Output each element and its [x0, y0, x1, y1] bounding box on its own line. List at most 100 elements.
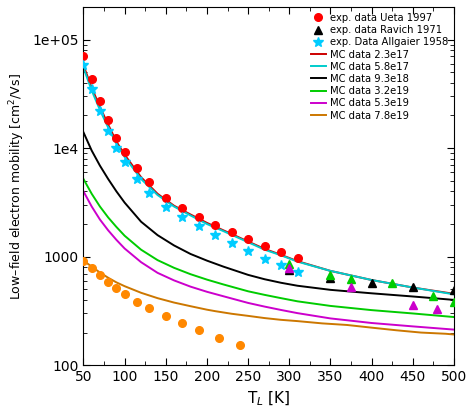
- exp. data Ravich 1971: [328, 276, 333, 281]
- exp. Data Allgaier 1958: [196, 224, 201, 229]
- exp. data Ravich 1971: [286, 267, 292, 272]
- MC data 5.8e17: [97, 107, 103, 112]
- MC data 2.3e17: [155, 191, 160, 196]
- MC data 5.8e17: [295, 259, 301, 264]
- MC data 5.8e17: [262, 247, 267, 252]
- MC data 5.3e19: [410, 324, 416, 329]
- exp. Data Allgaier 1958: [134, 176, 140, 181]
- Legend: exp. data Ueta 1997, exp. data Ravich 1971, exp. Data Allgaier 1958, MC data 2.3: exp. data Ueta 1997, exp. data Ravich 19…: [308, 10, 451, 124]
- MC data 9.3e18: [220, 264, 226, 269]
- MC data 7.8e19: [188, 304, 193, 309]
- exp. Data Allgaier 1958: [114, 146, 119, 151]
- MC data 7.8e19: [97, 270, 103, 275]
- MC data 2.3e17: [114, 139, 119, 144]
- MC data 9.3e18: [328, 287, 333, 292]
- MC data 5.3e19: [122, 246, 128, 251]
- exp. data Ravich 1971: [410, 284, 416, 289]
- MC data 2.3e17: [295, 259, 301, 264]
- exp. data Ueta 1997: [278, 250, 284, 255]
- MC data 3.2e19: [81, 176, 86, 181]
- MC data 2.3e17: [245, 239, 251, 244]
- MC data 2.3e17: [89, 85, 94, 90]
- MC data 3.2e19: [105, 215, 111, 220]
- MC data 3.2e19: [188, 272, 193, 277]
- MC data 5.3e19: [155, 270, 160, 275]
- exp. data Ueta 1997: [295, 256, 301, 261]
- MC data 3.2e19: [328, 303, 333, 308]
- MC data 5.8e17: [81, 65, 86, 70]
- MC data 5.3e19: [245, 300, 251, 305]
- MC data 9.3e18: [105, 176, 111, 181]
- MC data 5.8e17: [245, 240, 251, 245]
- MC data 7.8e19: [295, 319, 301, 324]
- MC data 7.8e19: [451, 332, 457, 337]
- MC data 7.8e19: [344, 322, 350, 327]
- MC data 5.3e19: [138, 260, 144, 265]
- MC data 5.3e19: [105, 228, 111, 233]
- MC data 5.8e17: [171, 204, 177, 209]
- MC data 5.8e17: [155, 193, 160, 198]
- X-axis label: T$_L$ [K]: T$_L$ [K]: [247, 390, 291, 408]
- MC data 7.8e19: [418, 330, 424, 335]
- exp. Data Allgaier 1958: [89, 87, 94, 92]
- MC data 5.3e19: [89, 204, 94, 209]
- MC data 2.3e17: [262, 247, 267, 251]
- exp. data Ravich 1971: [451, 288, 457, 293]
- MC data 9.3e18: [262, 277, 267, 282]
- exp. Data Allgaier 1958: [163, 204, 169, 209]
- MC data 9.3e18: [155, 233, 160, 238]
- MC data 9.3e18: [204, 258, 210, 263]
- Line: MC data 7.8e19: MC data 7.8e19: [83, 261, 454, 334]
- exp. data Ueta 1997: [196, 215, 201, 220]
- exp. data Ueta 1997: [105, 118, 111, 123]
- MC data 5.8e17: [188, 213, 193, 218]
- exp. Data Allgaier 1958: [278, 262, 284, 267]
- MC data 3.2e19: [122, 233, 128, 238]
- MC data 5.3e19: [81, 189, 86, 194]
- Line: exp. data Ueta 1997: exp. data Ueta 1997: [80, 53, 301, 262]
- exp. data Ueta 1997: [212, 223, 218, 228]
- MC data 7.8e19: [114, 280, 119, 285]
- MC data 5.3e19: [278, 308, 284, 312]
- MC data 9.3e18: [114, 189, 119, 194]
- MC data 9.3e18: [81, 130, 86, 135]
- MC data 5.3e19: [204, 289, 210, 294]
- MC data 3.2e19: [451, 315, 457, 320]
- MC data 3.2e19: [369, 308, 374, 312]
- exp. data Ueta 1997: [122, 149, 128, 154]
- exp. data Ueta 1997: [163, 195, 169, 200]
- MC data 5.8e17: [451, 292, 457, 297]
- Line: MC data 9.3e18: MC data 9.3e18: [83, 132, 454, 300]
- MC data 7.8e19: [319, 321, 325, 326]
- MC data 2.3e17: [122, 152, 128, 157]
- Y-axis label: Low–field electron mobility [cm$^2$/Vs]: Low–field electron mobility [cm$^2$/Vs]: [7, 73, 27, 300]
- MC data 9.3e18: [410, 294, 416, 299]
- exp. data Ueta 1997: [81, 54, 86, 59]
- MC data 7.8e19: [212, 309, 218, 314]
- MC data 2.3e17: [204, 220, 210, 225]
- MC data 5.8e17: [278, 253, 284, 258]
- MC data 3.2e19: [245, 289, 251, 294]
- MC data 5.8e17: [114, 141, 119, 146]
- exp. Data Allgaier 1958: [105, 128, 111, 133]
- MC data 9.3e18: [295, 283, 301, 288]
- exp. data Ueta 1997: [97, 99, 103, 104]
- MC data 7.8e19: [171, 300, 177, 305]
- Line: MC data 2.3e17: MC data 2.3e17: [83, 65, 454, 294]
- MC data 9.3e18: [278, 280, 284, 285]
- exp. data Ueta 1997: [114, 135, 119, 140]
- MC data 5.3e19: [328, 316, 333, 321]
- MC data 5.3e19: [220, 294, 226, 299]
- MC data 3.2e19: [97, 204, 103, 209]
- MC data 5.3e19: [97, 217, 103, 222]
- MC data 9.3e18: [97, 163, 103, 168]
- MC data 5.3e19: [188, 284, 193, 289]
- exp. data Ueta 1997: [89, 77, 94, 82]
- Line: MC data 5.8e17: MC data 5.8e17: [83, 68, 454, 294]
- MC data 5.8e17: [122, 154, 128, 159]
- MC data 9.3e18: [188, 251, 193, 256]
- MC data 3.2e19: [89, 191, 94, 196]
- MC data 2.3e17: [188, 212, 193, 217]
- exp. data Ueta 1997: [229, 229, 235, 234]
- exp. Data Allgaier 1958: [81, 63, 86, 68]
